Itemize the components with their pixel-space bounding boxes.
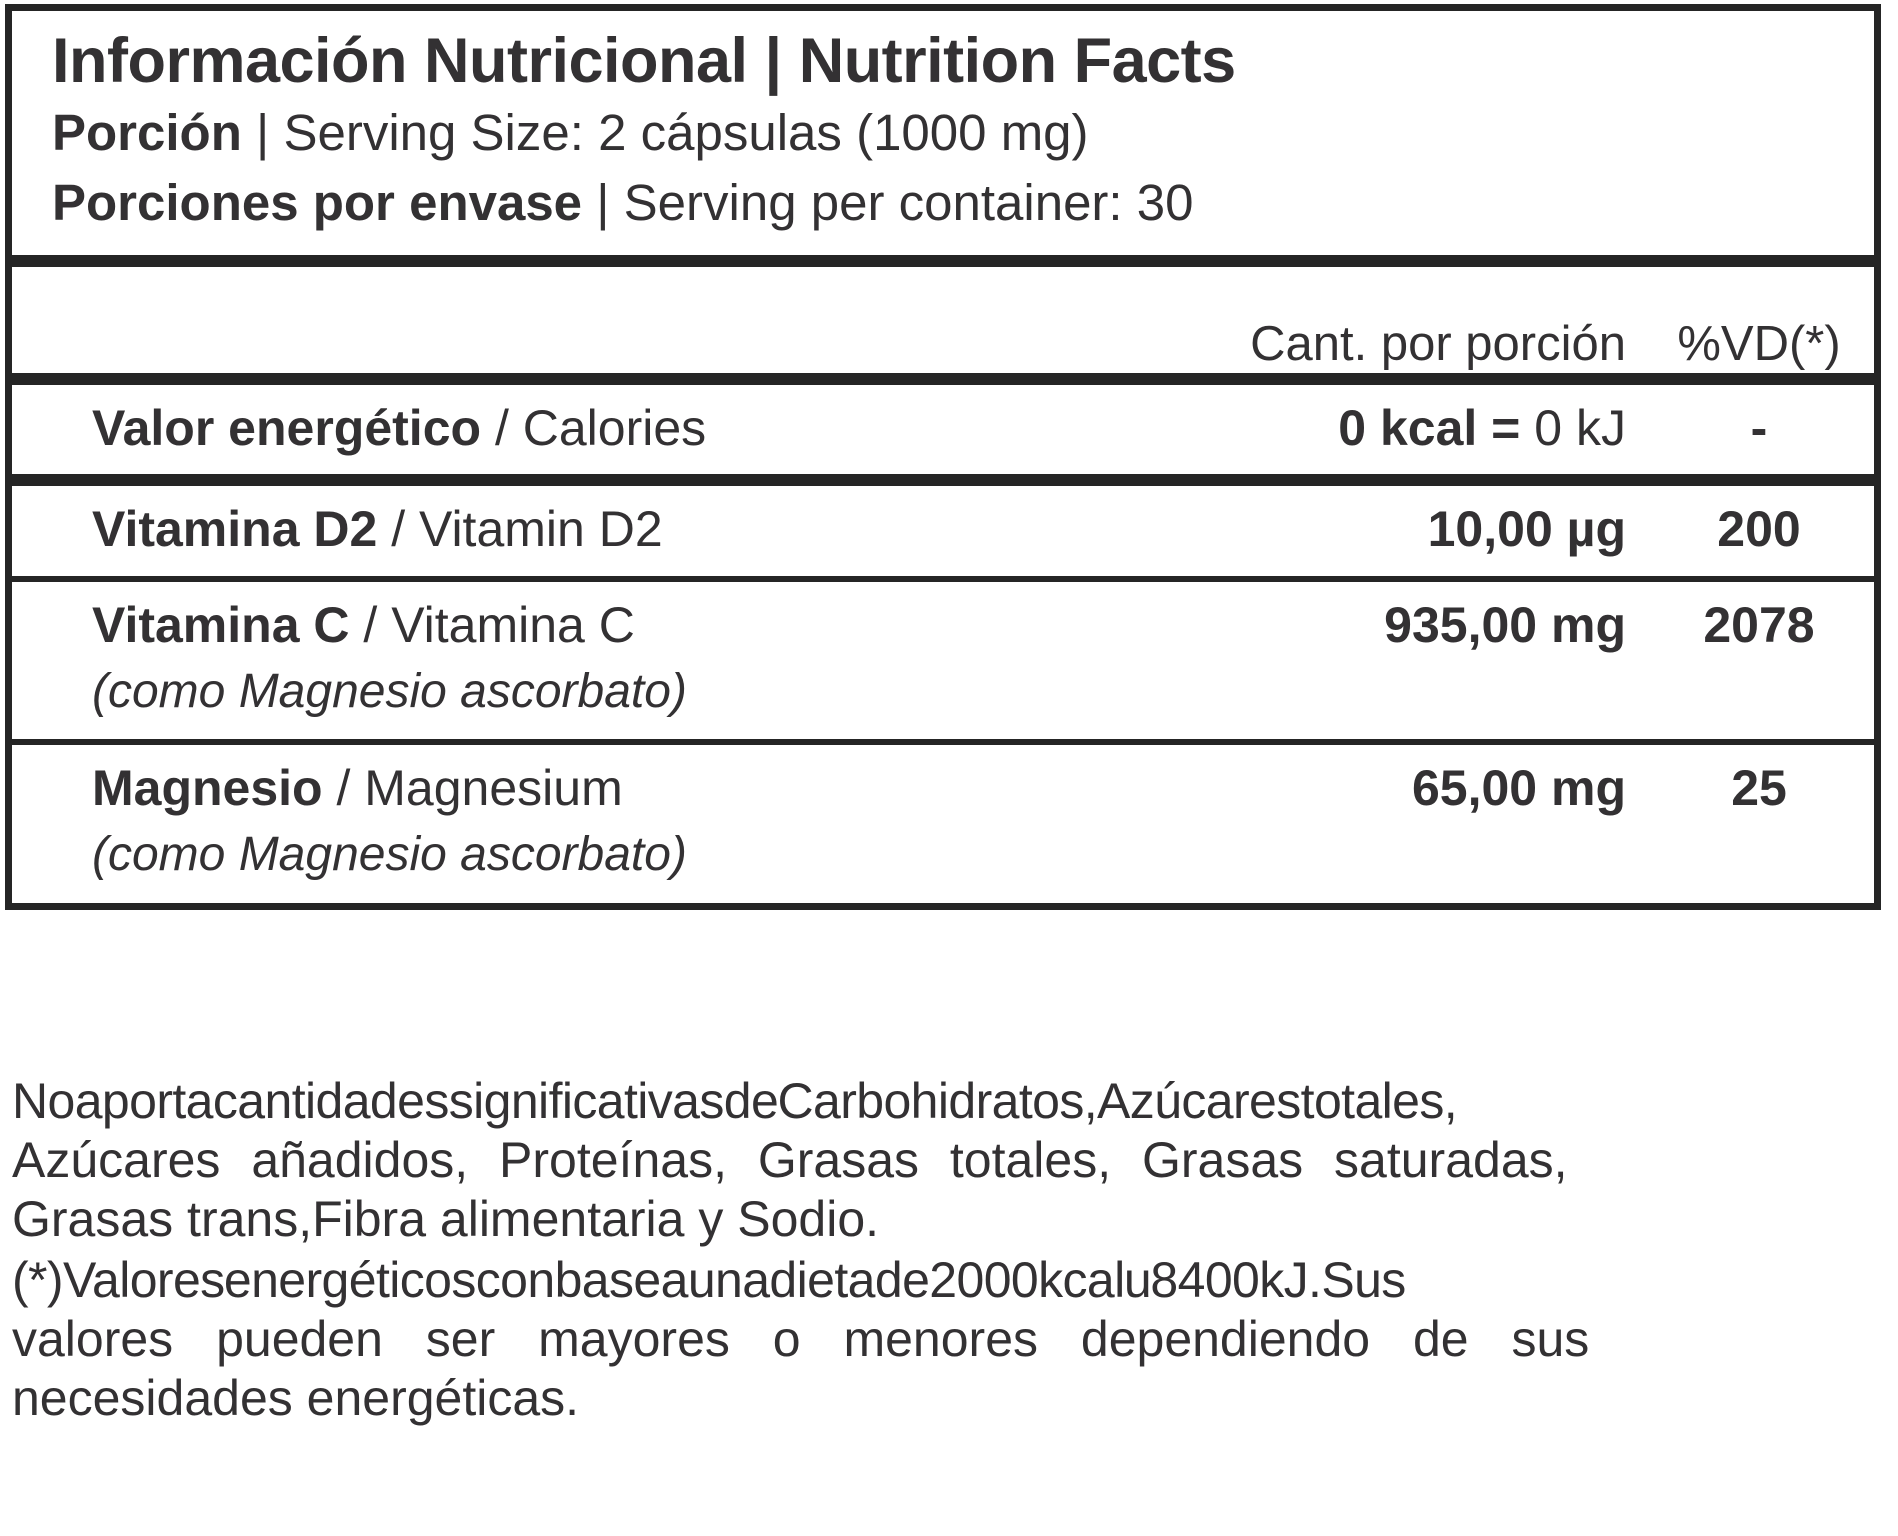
serving-size-line: Porción | Serving Size: 2 cápsulas (1000… (12, 98, 1874, 168)
nutrient-amount-primary: 65,00 mg (1411, 760, 1626, 817)
nutrient-name-es: Valor energético (92, 399, 482, 456)
servings-per-container-line: Porciones por envase | Serving per conta… (12, 168, 1874, 238)
serving-size-label-es: Porción (52, 104, 242, 162)
servings-per-container-label-en: | Serving per container: (596, 174, 1123, 232)
footnote-line: valores pueden ser mayores o menores dep… (12, 1311, 1590, 1367)
serving-size-value: 2 cápsulas (1000 mg) (598, 104, 1089, 162)
serving-header-block: Información Nutricional | Nutrition Fact… (12, 11, 1874, 267)
nutrient-name-cell: Valor energético / Calories (12, 399, 1224, 458)
serving-size-label-en: | Serving Size: (256, 104, 584, 162)
nutrient-name-en: / Vitamina C (363, 596, 635, 653)
nutrient-amount-primary: 0 kcal = (1338, 399, 1521, 456)
footnote-line: Azúcares añadidos, Proteínas, Grasas tot… (12, 1132, 1568, 1188)
table-row: Valor energético / Calories 0 kcal = 0 k… (12, 385, 1874, 486)
page-title: Información Nutricional | Nutrition Fact… (52, 26, 1236, 96)
nutrient-name-en: / Vitamin D2 (391, 500, 663, 557)
nutrient-name-es: Vitamina C (92, 596, 350, 653)
servings-per-container-value: 30 (1136, 174, 1194, 232)
servings-per-container-label-es: Porciones por envase (52, 174, 583, 232)
column-header-daily-value: %VD(*) (1677, 316, 1841, 371)
footnote-line: necesidades energéticas. (12, 1370, 580, 1426)
footnotes-block: Noaportacantidadessignificativasde Carbo… (12, 1072, 1884, 1430)
nutrient-daily-value-cell: 2078 (1703, 596, 1815, 653)
nutrient-name-en: / Calories (494, 399, 707, 456)
nutrient-daily-value-cell: 25 (1731, 760, 1787, 817)
nutrient-amount-cell: 0 kcal = 0 kJ (1224, 399, 1644, 458)
nutrient-amount-cell: 935,00 mg (1224, 596, 1644, 655)
footnote-line: Noaportacantidadessignificativasde Carbo… (12, 1073, 1458, 1129)
nutrient-name-en: / Magnesium (336, 760, 623, 817)
nutrient-name-es: Vitamina D2 (92, 500, 378, 557)
nutrient-amount-cell: 10,00 µg (1224, 500, 1644, 559)
nutrient-name-cell: Vitamina D2 / Vitamin D2 (12, 500, 1224, 559)
nutrient-amount-primary: 10,00 µg (1427, 500, 1626, 557)
footnote-daily-value-note: (*)Valores energéticosconbaseaunadietade… (12, 1251, 1884, 1428)
nutrient-daily-value-cell: - (1750, 399, 1768, 456)
nutrition-facts-table: Información Nutricional | Nutrition Fact… (5, 4, 1881, 910)
nutrient-source-note: (como Magnesio ascorbato) (92, 664, 687, 718)
nutrient-amount-primary: 935,00 mg (1384, 596, 1626, 653)
footnote-line: (*)Valores energéticosconbaseaunadietade… (12, 1252, 1406, 1308)
nutrient-daily-value-cell: 200 (1717, 500, 1801, 557)
nutrient-amount-secondary: 0 kJ (1534, 399, 1626, 456)
column-header-amount-per-serving: Cant. por porción (1250, 316, 1626, 371)
nutrient-name-es: Magnesio (92, 760, 323, 817)
table-row: Magnesio / Magnesium (como Magnesio asco… (12, 745, 1874, 902)
nutrient-amount-cell: 65,00 mg (1224, 759, 1644, 818)
table-column-headers: Cant. por porción %VD(*) (12, 267, 1874, 385)
table-row: Vitamina C / Vitamina C (como Magnesio a… (12, 582, 1874, 746)
nutrient-name-cell: Magnesio / Magnesium (como Magnesio asco… (12, 759, 1224, 886)
footnote-line: Grasas trans,Fibra alimentaria y Sodio. (12, 1191, 880, 1247)
nutrient-source-note: (como Magnesio ascorbato) (92, 828, 687, 882)
footnote-not-significant: Noaportacantidadessignificativasde Carbo… (12, 1072, 1884, 1249)
table-row: Vitamina D2 / Vitamin D2 10,00 µg 200 (12, 486, 1874, 582)
nutrient-name-cell: Vitamina C / Vitamina C (como Magnesio a… (12, 596, 1224, 723)
